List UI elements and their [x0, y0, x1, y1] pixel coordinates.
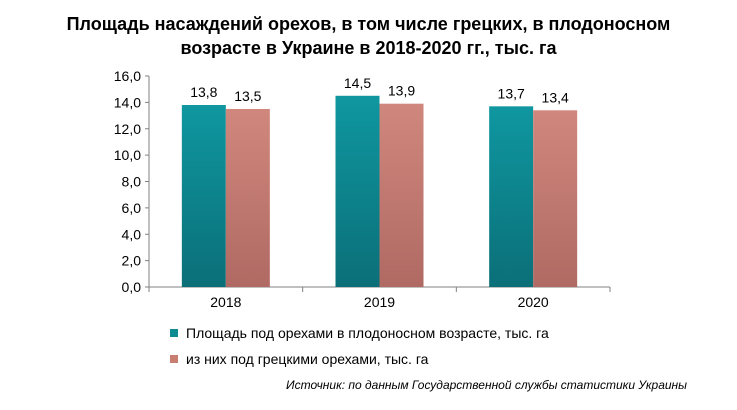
legend-label-walnut: из них под грецкими орехами, тыс. га — [186, 351, 429, 367]
y-tick-label: 16,0 — [114, 68, 141, 84]
title-line-2: возрасте в Украине в 2018-2020 гг., тыс.… — [180, 38, 557, 58]
bar-series-2 — [379, 103, 424, 287]
bar-series-1 — [335, 95, 380, 287]
x-tick-label: 2019 — [364, 294, 395, 310]
bar-series-1 — [181, 105, 226, 287]
bar-series-2 — [533, 110, 578, 287]
chart-legend: Площадь под орехами в плодоносном возрас… — [170, 322, 549, 374]
y-tick-label: 10,0 — [114, 147, 141, 163]
legend-swatch-total — [170, 329, 178, 337]
y-tick-label: 14,0 — [114, 94, 141, 110]
x-tick-label: 2020 — [518, 294, 549, 310]
y-tick-label: 2,0 — [122, 253, 142, 269]
y-tick-label: 4,0 — [122, 226, 142, 242]
y-tick-label: 6,0 — [122, 200, 142, 216]
data-label: 13,7 — [498, 85, 525, 101]
legend-item-total: Площадь под орехами в плодоносном возрас… — [170, 322, 549, 344]
legend-swatch-walnut — [170, 355, 178, 363]
bar-series-1 — [489, 106, 534, 287]
legend-item-walnut: из них под грецкими орехами, тыс. га — [170, 348, 549, 370]
data-label: 13,5 — [234, 88, 261, 104]
data-label: 13,8 — [190, 84, 217, 100]
source-note: Источник: по данным Государственной служ… — [286, 378, 687, 392]
title-line-1: Площадь насаждений орехов, в том числе г… — [66, 14, 671, 34]
data-label: 13,4 — [542, 89, 569, 105]
y-tick-label: 12,0 — [114, 121, 141, 137]
data-label: 13,9 — [388, 83, 415, 99]
y-tick-label: 0,0 — [122, 279, 142, 295]
bar-series-2 — [225, 108, 270, 287]
data-label: 14,5 — [344, 75, 371, 91]
x-tick-label: 2018 — [210, 294, 241, 310]
chart-title: Площадь насаждений орехов, в том числе г… — [0, 12, 737, 60]
legend-label-total: Площадь под орехами в плодоносном возрас… — [186, 325, 549, 341]
y-tick-label: 8,0 — [122, 174, 142, 190]
